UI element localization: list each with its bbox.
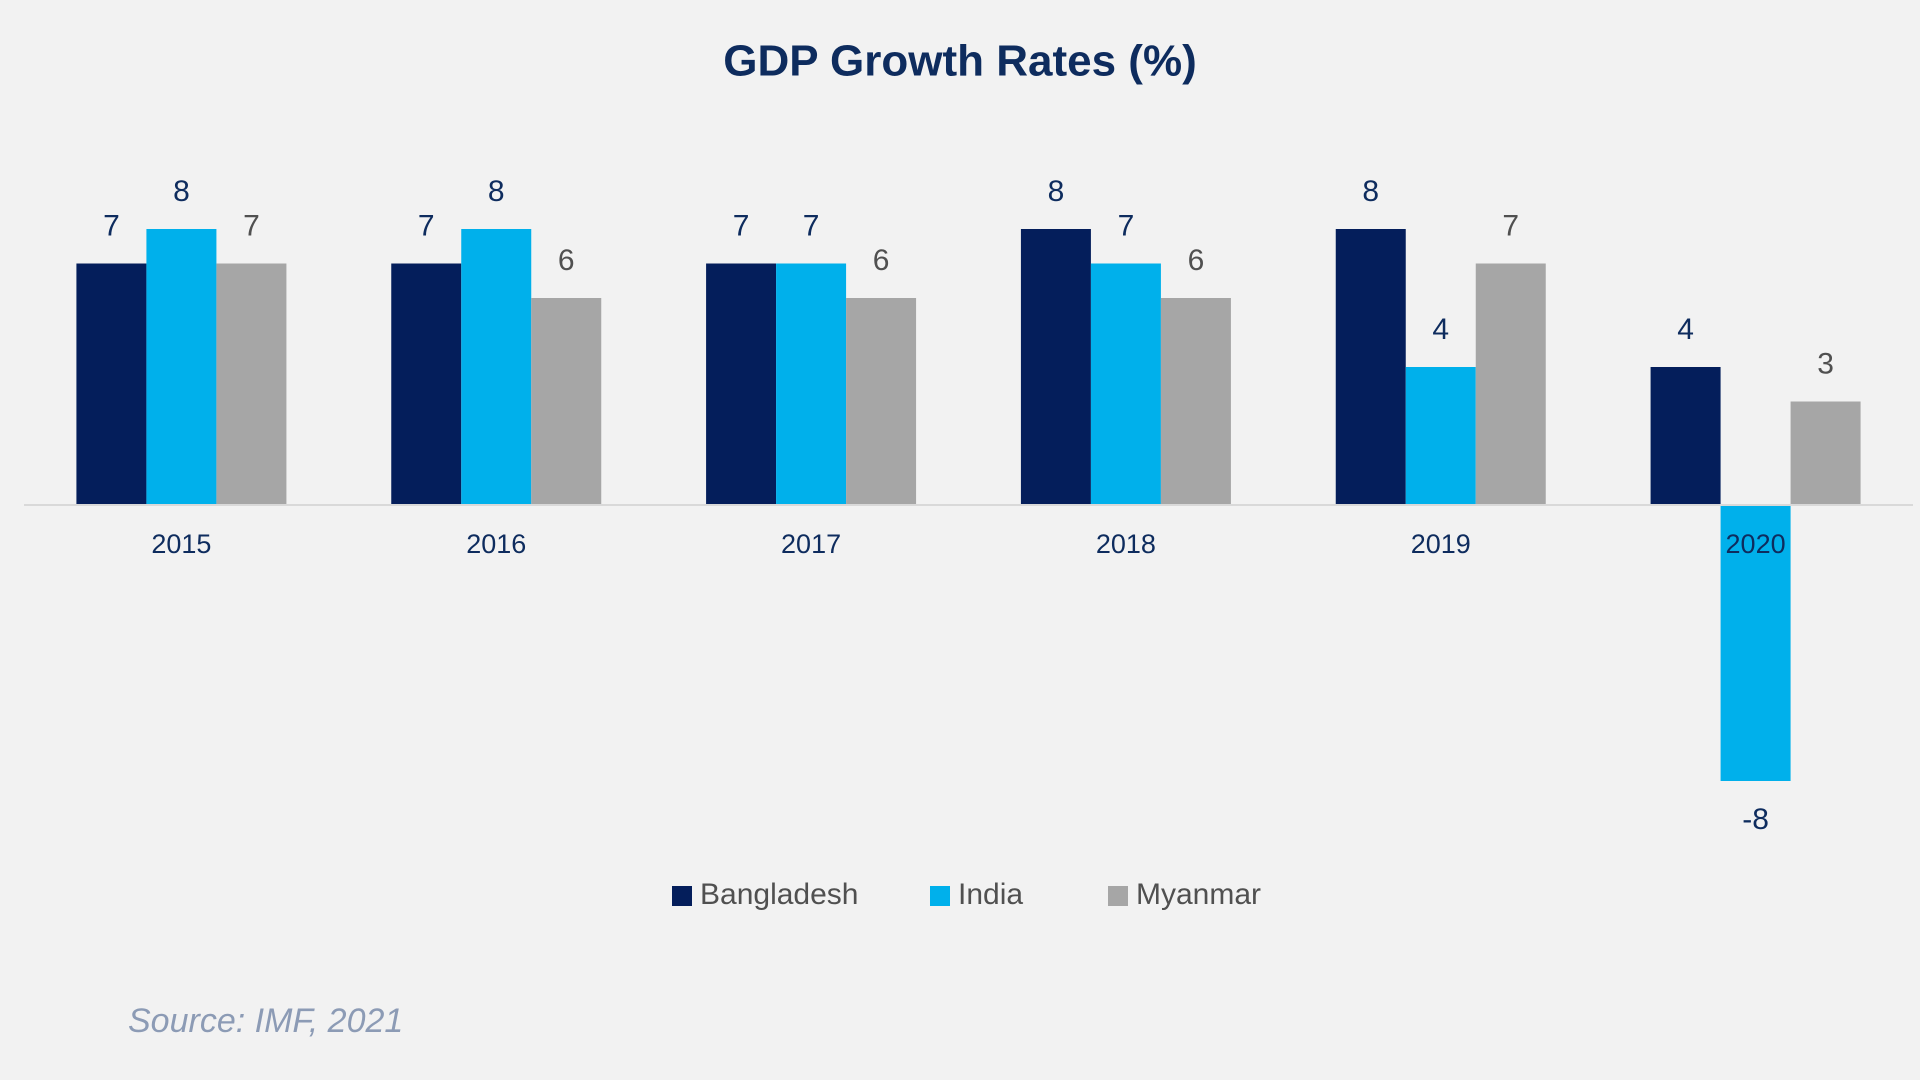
legend-swatch [1108, 886, 1128, 906]
bar [776, 263, 847, 505]
x-tick-label: 2018 [1096, 529, 1156, 559]
bar [461, 229, 532, 505]
value-label: 7 [1118, 209, 1135, 242]
bar [846, 298, 917, 505]
bar [391, 263, 462, 505]
x-tick-label: 2017 [781, 529, 841, 559]
bar [1650, 367, 1721, 505]
x-tick-label: 2020 [1726, 529, 1786, 559]
bar [1090, 263, 1161, 505]
value-label: -8 [1742, 803, 1769, 836]
value-label: 7 [243, 209, 260, 242]
bar [1335, 229, 1406, 505]
bar [1790, 401, 1861, 505]
value-label: 8 [173, 175, 190, 208]
value-label: 8 [1362, 175, 1379, 208]
value-label: 7 [733, 209, 750, 242]
value-label: 4 [1432, 313, 1449, 346]
legend-swatch [672, 886, 692, 906]
bar [146, 229, 217, 505]
value-label: 8 [488, 175, 505, 208]
legend-swatch [930, 886, 950, 906]
value-label: 7 [103, 209, 120, 242]
bar [706, 263, 777, 505]
value-label: 7 [418, 209, 435, 242]
bar [1020, 229, 1091, 505]
bar [216, 263, 287, 505]
value-label: 3 [1817, 347, 1834, 380]
bar [76, 263, 147, 505]
bar [1160, 298, 1231, 505]
x-tick-label: 2015 [151, 529, 211, 559]
legend-label: Myanmar [1136, 878, 1261, 911]
bar [1720, 505, 1791, 781]
value-label: 7 [803, 209, 820, 242]
legend-label: India [958, 878, 1023, 911]
chart-title: GDP Growth Rates (%) [723, 37, 1196, 86]
value-label: 6 [1188, 244, 1205, 277]
value-label: 7 [1502, 209, 1519, 242]
source-note: Source: IMF, 2021 [128, 1002, 403, 1040]
x-tick-label: 2019 [1411, 529, 1471, 559]
value-label: 6 [558, 244, 575, 277]
value-label: 4 [1677, 313, 1694, 346]
x-tick-label: 2016 [466, 529, 526, 559]
bar [1405, 367, 1476, 505]
legend-label: Bangladesh [700, 878, 858, 911]
value-label: 8 [1048, 175, 1065, 208]
bar [1475, 263, 1546, 505]
bar [531, 298, 602, 505]
value-label: 6 [873, 244, 890, 277]
